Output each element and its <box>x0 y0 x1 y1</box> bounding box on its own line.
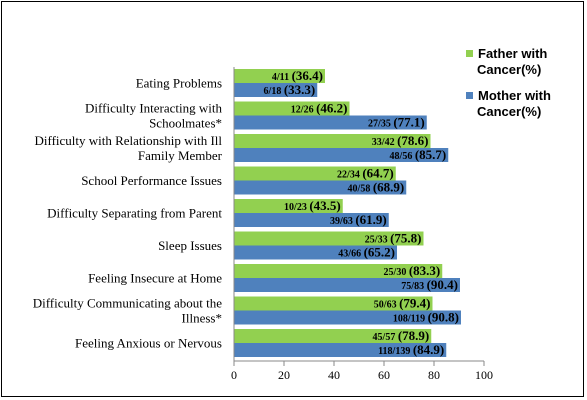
category-label: Family Member <box>138 148 223 163</box>
data-label: 25/30 (83.3) <box>384 263 441 278</box>
bar <box>234 231 424 246</box>
category-label: Difficulty Interacting with <box>85 100 222 115</box>
data-label: 6/18 (33.3) <box>264 82 316 97</box>
legend-swatch <box>466 92 473 99</box>
data-label: 45/57 (78.9) <box>373 328 430 343</box>
legend-label: Cancer(%) <box>477 104 541 119</box>
bar <box>234 101 350 116</box>
data-label: 40/58 (68.9) <box>348 180 405 195</box>
data-label: 118/139 (84.9) <box>378 342 444 357</box>
data-label: 12/26 (46.2) <box>291 101 348 116</box>
category-label: Schoolmates* <box>149 115 222 130</box>
data-label: 50/63 (79.4) <box>374 296 431 311</box>
data-label: 39/63 (61.9) <box>330 212 387 227</box>
data-label: 43/66 (65.2) <box>338 245 395 260</box>
category-label: School Performance Issues <box>81 173 222 188</box>
x-tick-label: 60 <box>378 368 390 382</box>
legend-swatch <box>466 50 473 57</box>
data-label: 48/56 (85.7) <box>390 147 447 162</box>
category-label: Feeling Insecure at Home <box>88 270 222 285</box>
legend-label: Mother with <box>478 88 551 103</box>
bar <box>234 199 343 213</box>
bar <box>234 296 433 311</box>
data-label: 108/119 (90.8) <box>393 310 459 325</box>
data-label: 27/35 (77.1) <box>368 115 425 130</box>
bar <box>234 329 432 343</box>
x-tick-label: 100 <box>475 368 493 382</box>
category-label: Difficulty Separating from Parent <box>47 205 222 220</box>
category-label: Illness* <box>182 310 222 325</box>
bar <box>234 148 449 162</box>
legend-label: Cancer(%) <box>477 62 541 77</box>
bar <box>234 310 461 325</box>
x-tick-label: 80 <box>428 368 440 382</box>
bar <box>234 213 389 227</box>
bar <box>234 69 325 83</box>
category-label: Difficulty Communicating about the <box>33 295 223 310</box>
data-label: 33/42 (78.6) <box>372 133 429 148</box>
category-label: Eating Problems <box>136 75 222 90</box>
bar <box>234 166 396 181</box>
data-label: 22/34 (64.7) <box>337 166 394 181</box>
category-label: Sleep Issues <box>158 238 222 253</box>
bar <box>234 264 443 278</box>
data-label: 75/83 (90.4) <box>401 277 458 292</box>
bar <box>234 115 427 130</box>
bar <box>234 83 318 97</box>
x-tick-label: 20 <box>278 368 290 382</box>
category-label: Feeling Anxious or Nervous <box>75 335 222 350</box>
data-label: 25/33 (75.8) <box>365 231 422 246</box>
category-label: Difficulty with Relationship with Ill <box>34 133 222 148</box>
bar <box>234 180 407 195</box>
legend-label: Father with <box>478 46 547 61</box>
x-tick-label: 40 <box>328 368 340 382</box>
x-tick-label: 0 <box>231 368 237 382</box>
bar <box>234 278 460 292</box>
bar <box>234 134 431 148</box>
data-label: 10/23 (43.5) <box>284 198 341 213</box>
bar <box>234 245 397 260</box>
bar <box>234 343 447 357</box>
data-label: 4/11 (36.4) <box>272 68 323 83</box>
